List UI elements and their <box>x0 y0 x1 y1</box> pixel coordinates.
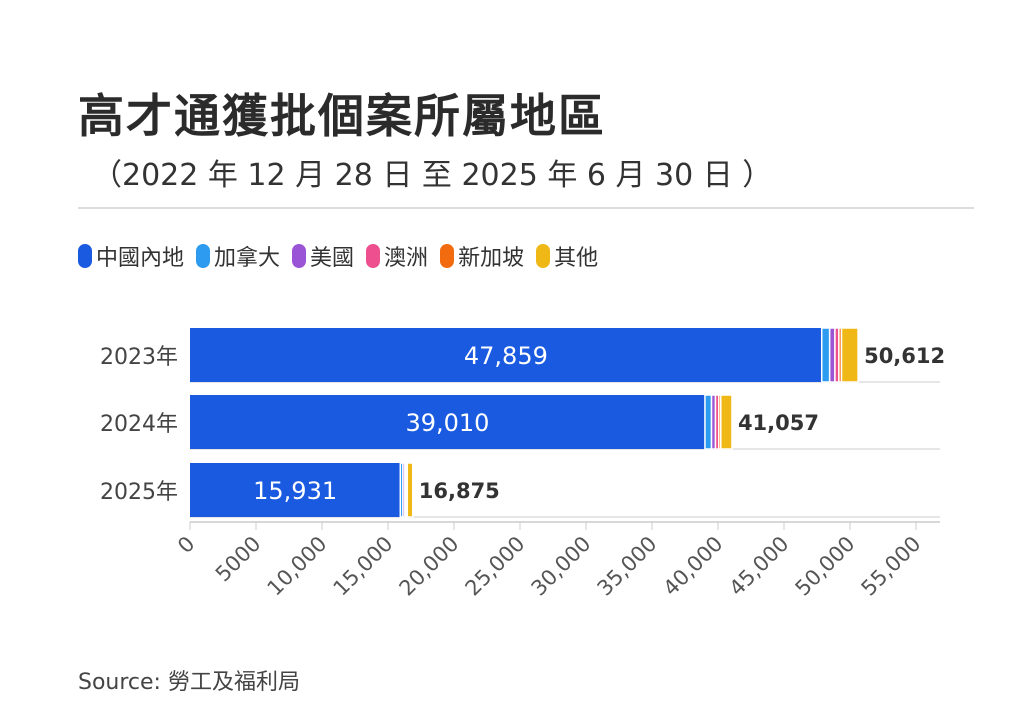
legend-swatch <box>78 244 92 268</box>
legend-label: 美國 <box>310 246 355 271</box>
bar-segment <box>720 394 733 450</box>
legend-item: 新加坡 <box>440 240 524 272</box>
bar-chart: 2023年 47,859 50,612 2024年 39,010 41,057 2025年 1… <box>100 327 945 601</box>
legend-swatch <box>292 244 307 268</box>
bar-segment <box>704 394 713 450</box>
x-tick-label: 20,000 <box>395 532 464 601</box>
bar-segment <box>190 463 401 517</box>
x-tick-label: 45,000 <box>725 532 794 601</box>
x-tick-label: 35,000 <box>593 532 662 601</box>
legend-item: 加拿大 <box>196 240 280 272</box>
x-tick-label: 40,000 <box>659 532 728 601</box>
legend-label: 其他 <box>554 246 599 271</box>
bar-segment <box>828 327 836 383</box>
x-tick-label: 50,000 <box>791 532 860 601</box>
legend-label: 澳洲 <box>384 246 429 271</box>
bar-segment <box>406 462 414 518</box>
bar-inner-label: 47,859 <box>464 342 548 370</box>
x-tick-label: 25,000 <box>461 532 530 601</box>
x-tick-label: 55,000 <box>857 532 926 601</box>
legend-swatch <box>366 244 381 268</box>
y-tick-label: 2024年 <box>100 412 178 437</box>
legend-label: 加拿大 <box>214 246 281 271</box>
legend-swatch <box>196 244 211 268</box>
x-tick-label: 30,000 <box>527 532 596 601</box>
bar-segment <box>190 328 822 382</box>
x-tick-label: 0 <box>173 532 199 558</box>
legend-label: 中國內地 <box>96 246 185 271</box>
chart-title: 高才通獲批個案所屬地區 <box>78 89 606 143</box>
divider <box>78 207 974 209</box>
legend-item: 其他 <box>536 240 598 272</box>
bar-segment <box>190 395 705 449</box>
bar-segment <box>840 327 859 383</box>
source-note: Source: 勞工及福利局 <box>78 670 300 695</box>
legend-swatch <box>536 244 551 268</box>
legend: 中國內地 加拿大 美國 澳洲 新加坡 其他 <box>78 240 598 272</box>
bar-total-label: 41,057 <box>738 411 819 435</box>
bar-segment <box>820 327 831 383</box>
legend-label: 新加坡 <box>458 246 525 271</box>
bar-inner-label: 39,010 <box>405 409 489 437</box>
bar-total-label: 50,612 <box>864 344 945 368</box>
y-tick-label: 2025年 <box>100 480 178 505</box>
legend-item: 中國內地 <box>78 240 184 272</box>
bar-inner-label: 15,931 <box>253 477 337 505</box>
legend-item: 澳洲 <box>366 240 428 272</box>
x-tick-label: 10,000 <box>263 532 332 601</box>
x-tick-label: 15,000 <box>329 532 398 601</box>
bar-total-label: 16,875 <box>419 479 500 503</box>
legend-swatch <box>440 244 455 268</box>
legend-item: 美國 <box>292 240 354 272</box>
y-tick-label: 2023年 <box>100 345 178 370</box>
x-tick-label: 5000 <box>211 532 266 587</box>
chart-subtitle: （2022 年 12 月 28 日 至 2025 年 6 月 30 日 ） <box>92 158 773 193</box>
